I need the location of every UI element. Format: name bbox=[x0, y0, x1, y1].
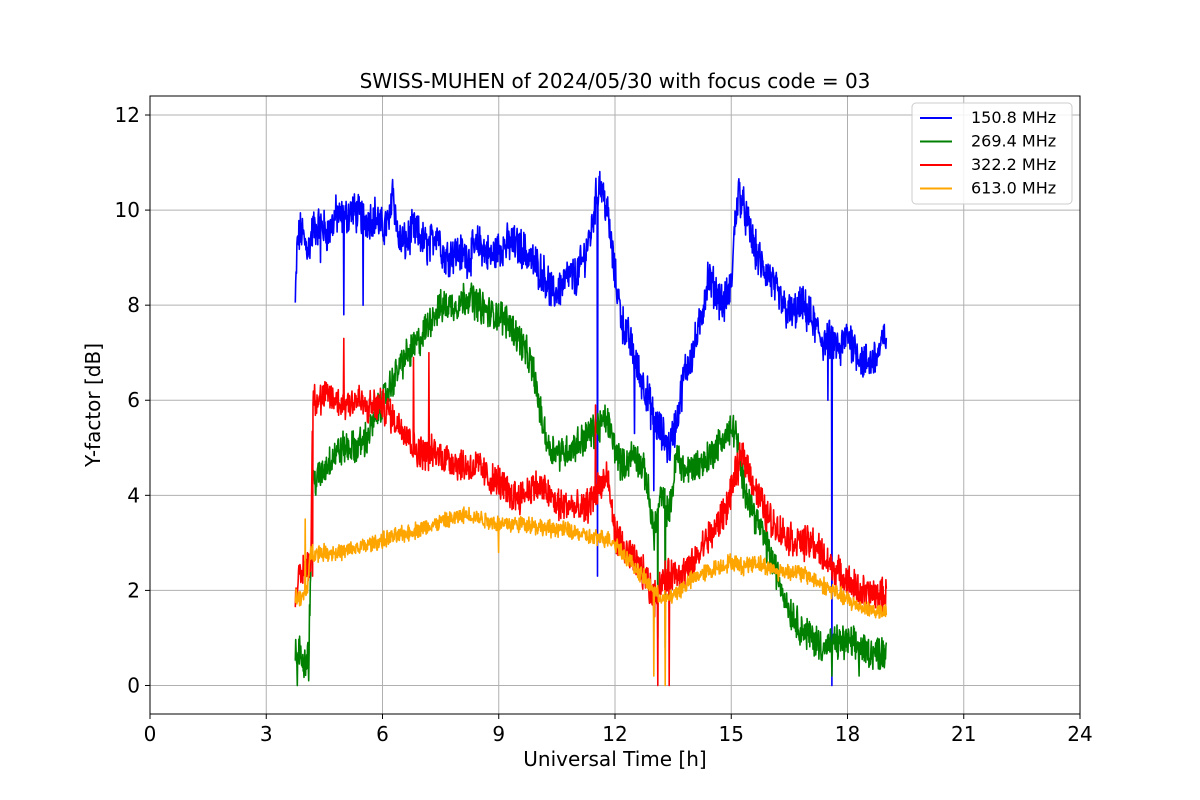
x-tick-label: 6 bbox=[376, 722, 389, 746]
series-line-2 bbox=[294, 337, 888, 687]
y-tick-label: 10 bbox=[115, 198, 140, 222]
y-tick-label: 4 bbox=[127, 483, 140, 507]
y-axis-label: Y-factor [dB] bbox=[81, 343, 105, 468]
legend-label-3: 613.0 MHz bbox=[971, 179, 1056, 198]
x-tick-label: 21 bbox=[951, 722, 976, 746]
series-line-0 bbox=[294, 170, 888, 687]
x-tick-label: 3 bbox=[260, 722, 273, 746]
x-tick-label: 0 bbox=[144, 722, 157, 746]
y-axis-ticks: 0 2 4 6 8 10 12 bbox=[115, 103, 150, 697]
series-line-3 bbox=[294, 506, 888, 687]
legend-label-0: 150.8 MHz bbox=[971, 108, 1056, 127]
x-tick-label: 15 bbox=[719, 722, 744, 746]
legend-box bbox=[911, 102, 1073, 205]
legend-label-1: 269.4 MHz bbox=[971, 132, 1056, 151]
x-tick-label: 18 bbox=[835, 722, 860, 746]
y-tick-label: 8 bbox=[127, 293, 140, 317]
legend: 150.8 MHz 269.4 MHz 322.2 MHz 613.0 MHz bbox=[911, 102, 1073, 205]
x-tick-label: 12 bbox=[602, 722, 627, 746]
x-axis-label: Universal Time [h] bbox=[523, 747, 706, 771]
y-tick-label: 0 bbox=[127, 673, 140, 697]
chart-title: SWISS-MUHEN of 2024/05/30 with focus cod… bbox=[360, 69, 871, 93]
y-tick-label: 2 bbox=[127, 578, 140, 602]
x-tick-label: 24 bbox=[1067, 722, 1092, 746]
x-axis-ticks: 0 3 6 9 12 15 18 21 24 bbox=[144, 714, 1093, 746]
y-tick-label: 12 bbox=[115, 103, 140, 127]
series-line-1 bbox=[294, 282, 888, 687]
y-tick-label: 6 bbox=[127, 388, 140, 412]
x-tick-label: 9 bbox=[492, 722, 505, 746]
series-layer bbox=[294, 170, 888, 687]
legend-label-2: 322.2 MHz bbox=[971, 155, 1056, 174]
